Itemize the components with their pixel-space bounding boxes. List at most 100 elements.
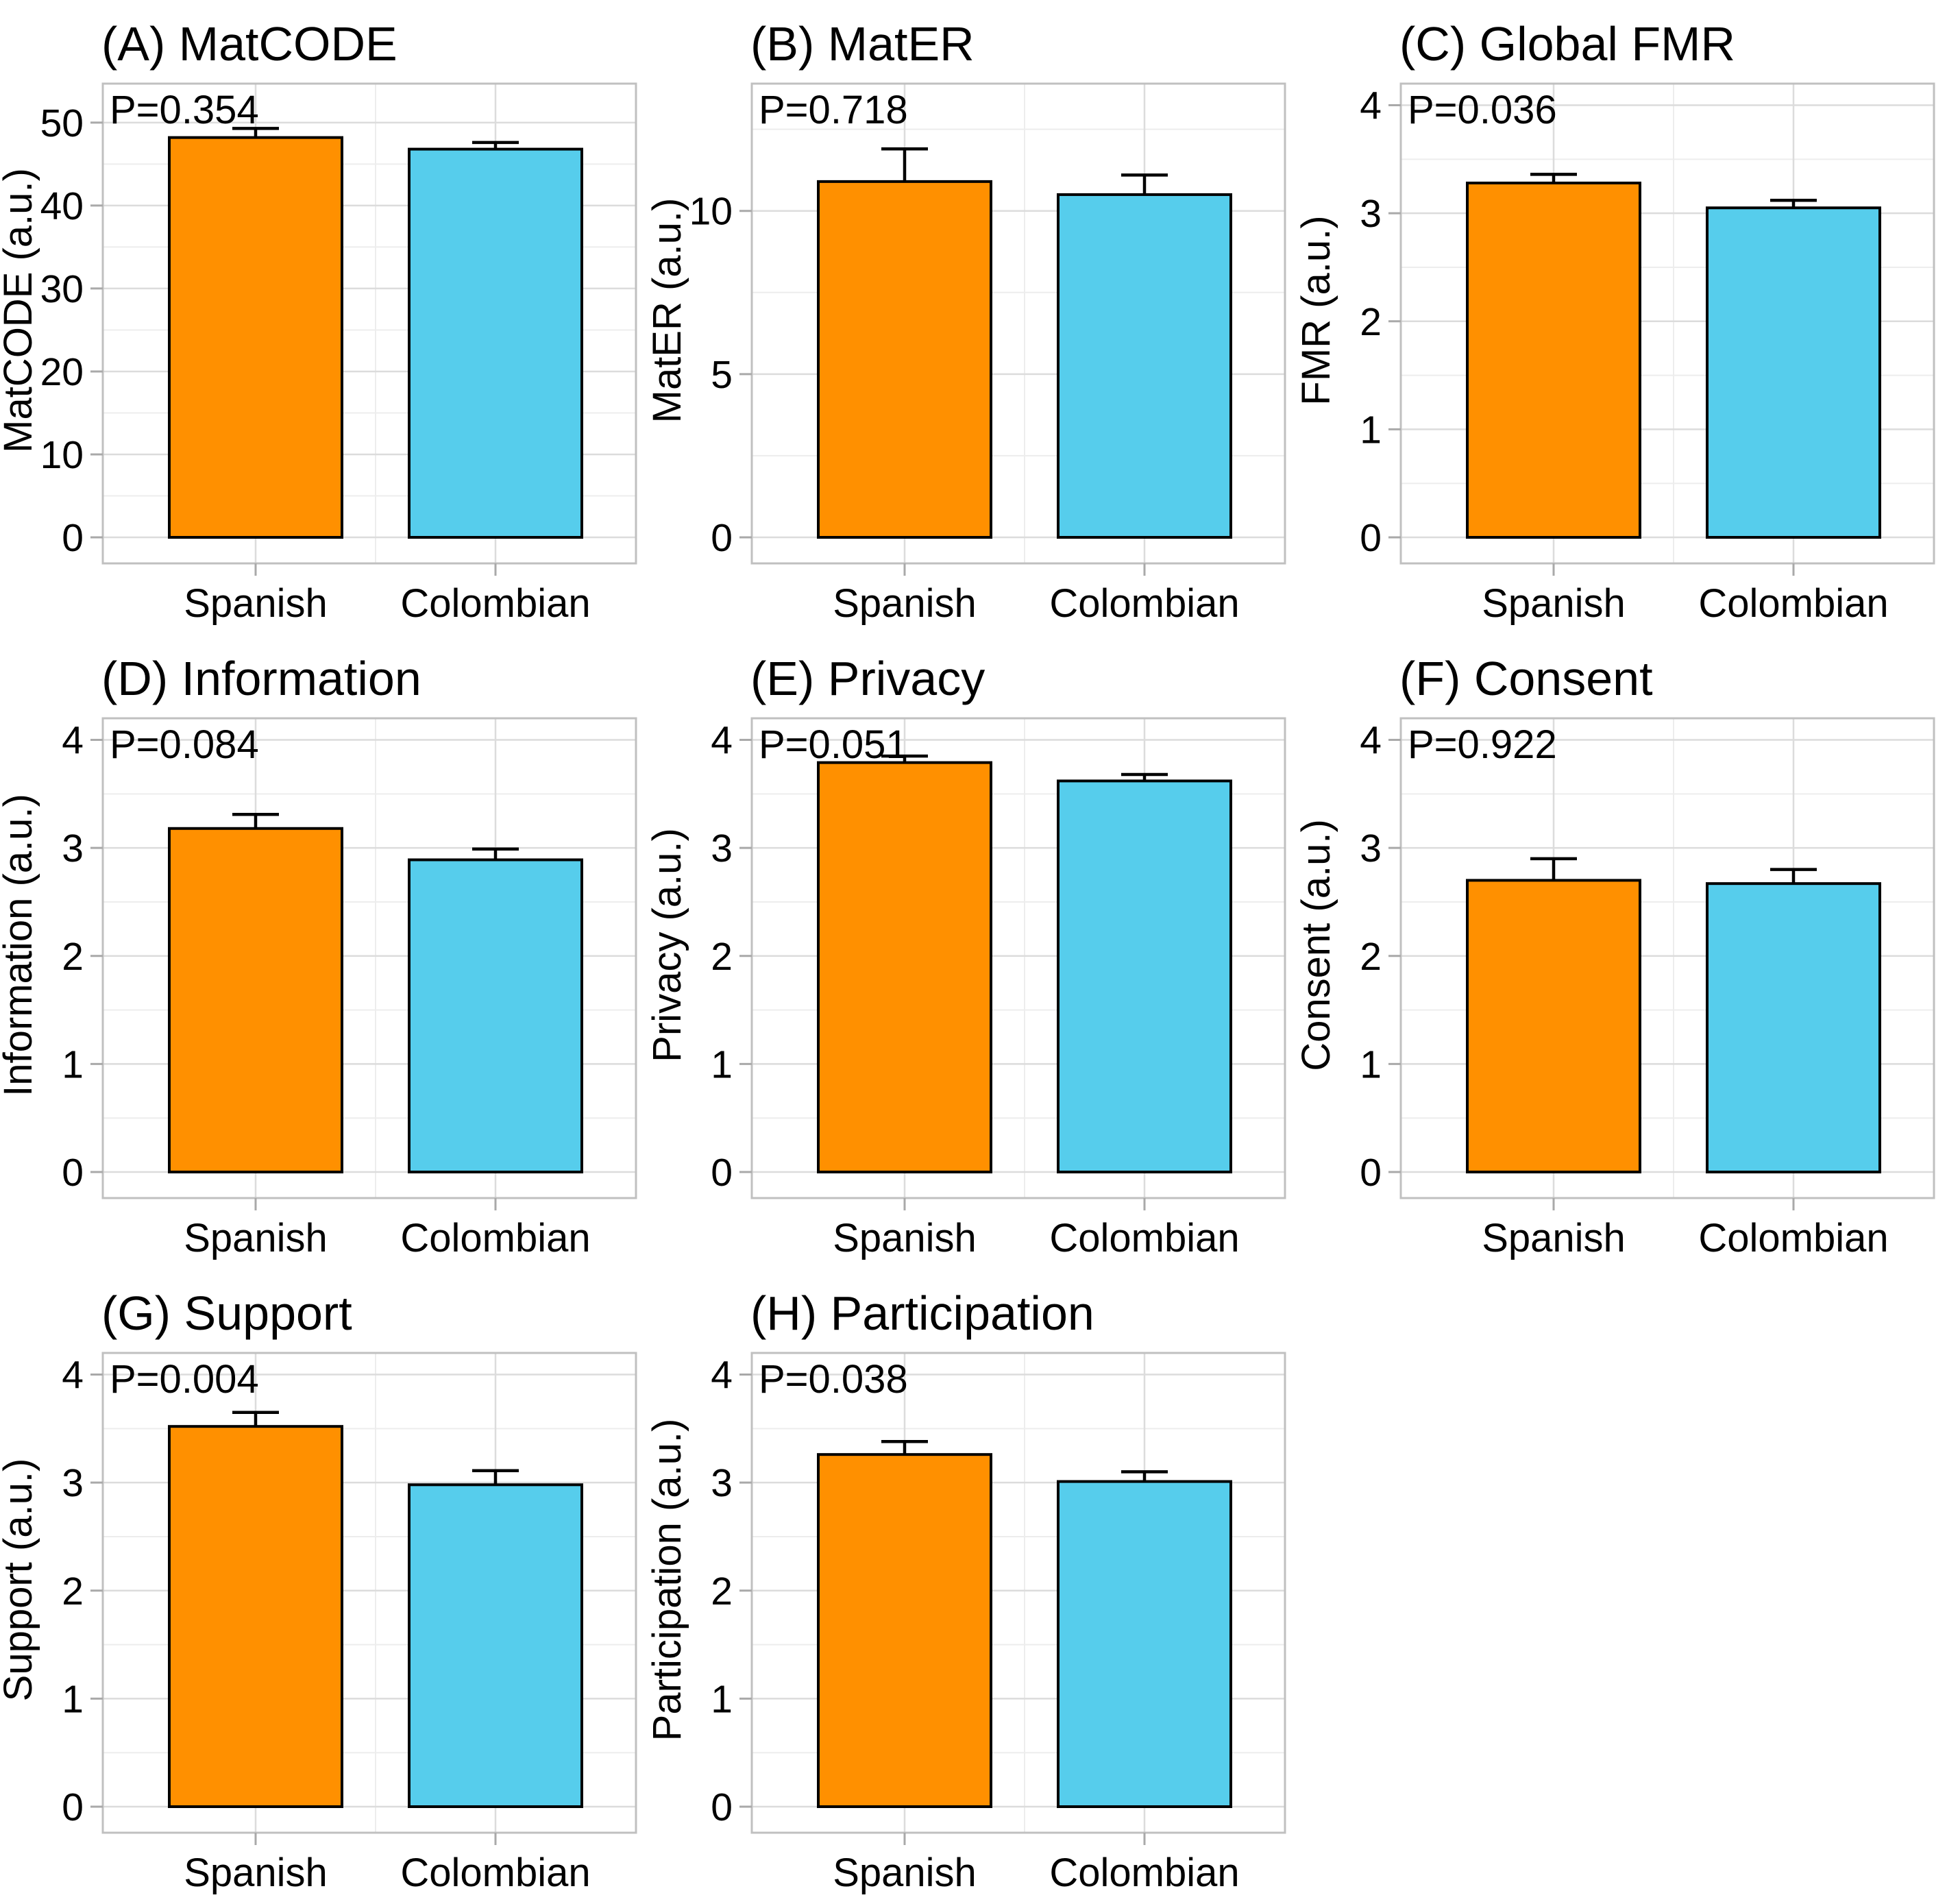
- panel-border: [101, 82, 637, 565]
- y-tick-label: 3: [1360, 827, 1382, 870]
- chart-panel-A: (A) MatCODE 0 10 20 30 40 50 Spanish Colombian Ma…: [0, 0, 649, 635]
- y-tick-label: 0: [711, 1151, 733, 1195]
- y-tick-label: 1: [1360, 1042, 1382, 1086]
- panel-border: [101, 1352, 637, 1834]
- x-category-label: Spanish: [1482, 1216, 1626, 1260]
- y-axis-title: Privacy (a.u.): [649, 828, 689, 1062]
- p-value-annotation: P=0.051: [759, 722, 908, 767]
- bar-chart-A: 0 10 20 30 40 50 Spanish Colombian MatCODE (a.u.…: [0, 82, 637, 626]
- y-tick-label: 0: [62, 1151, 84, 1195]
- bar-colombian: [1706, 206, 1881, 539]
- y-tick-label: 1: [1360, 408, 1382, 452]
- panel-border: [101, 717, 637, 1199]
- y-tick-label: 2: [62, 935, 84, 979]
- panel-border: [750, 1352, 1286, 1834]
- y-tick-label: 4: [711, 1354, 733, 1398]
- p-value-annotation: P=0.718: [759, 88, 908, 132]
- bar-chart-F: 0 1 2 3 4 Spanish Colombian Consent (a.u.) P=0.9…: [1298, 717, 1935, 1260]
- y-tick-label: 5: [711, 353, 733, 397]
- y-axis-title: Support (a.u.): [0, 1458, 40, 1702]
- x-category-label: Colombian: [1698, 581, 1888, 626]
- bar-colombian: [408, 858, 583, 1173]
- y-tick-label: 0: [62, 516, 84, 560]
- y-tick-label: 0: [62, 1785, 84, 1829]
- y-tick-label: 4: [711, 719, 733, 763]
- y-tick-label: 3: [1360, 192, 1382, 236]
- panel-border: [1399, 717, 1935, 1199]
- bar-colombian: [1057, 1480, 1232, 1808]
- bar-colombian: [408, 147, 583, 539]
- p-value-annotation: P=0.004: [110, 1357, 259, 1402]
- y-axis-title: MatER (a.u.): [649, 198, 689, 424]
- x-category-label: Colombian: [400, 1851, 590, 1895]
- bar-spanish: [168, 827, 343, 1173]
- bar-chart-C: 0 1 2 3 4 Spanish Colombian FMR (a.u.) P=0.036: [1298, 82, 1935, 626]
- panel-border: [750, 82, 1286, 565]
- y-tick-label: 3: [711, 827, 733, 870]
- y-tick-label: 0: [1360, 1151, 1382, 1195]
- x-category-label: Spanish: [833, 1216, 977, 1260]
- y-tick-label: 4: [1360, 84, 1382, 128]
- bar-spanish: [817, 180, 992, 539]
- y-tick-label: 0: [711, 516, 733, 560]
- p-value-annotation: P=0.038: [759, 1357, 908, 1402]
- y-tick-label: 20: [40, 350, 84, 394]
- y-tick-label: 2: [711, 935, 733, 979]
- bar-colombian: [1057, 193, 1232, 539]
- x-category-label: Spanish: [1482, 581, 1626, 626]
- bar-chart-B: 0 5 10 Spanish Colombian MatER (a.u.) P=0.718: [649, 82, 1286, 626]
- y-tick-label: 40: [40, 184, 84, 228]
- panel-title: (C) Global FMR: [1399, 17, 1736, 71]
- x-category-label: Colombian: [1049, 581, 1239, 626]
- y-tick-label: 1: [711, 1042, 733, 1086]
- y-tick-label: 4: [62, 1354, 84, 1398]
- x-category-label: Spanish: [184, 1216, 328, 1260]
- y-tick-label: 1: [711, 1677, 733, 1721]
- chart-panel-D: (D) Information 0 1 2 3 4 Spanish Colombian Info…: [0, 635, 649, 1269]
- panel-title: (G) Support: [101, 1286, 352, 1340]
- x-category-label: Spanish: [184, 581, 328, 626]
- panel-border: [1399, 82, 1935, 565]
- y-axis-title: Information (a.u.): [0, 794, 40, 1097]
- chart-panel-E: (E) Privacy 0 1 2 3 4 Spanish Colombian Privacy …: [649, 635, 1298, 1269]
- panel-title: (F) Consent: [1399, 652, 1653, 705]
- y-tick-label: 2: [711, 1570, 733, 1613]
- x-category-label: Colombian: [1698, 1216, 1888, 1260]
- y-tick-label: 2: [1360, 300, 1382, 344]
- p-value-annotation: P=0.922: [1408, 722, 1557, 767]
- chart-panel-C: (C) Global FMR 0 1 2 3 4 Spanish Colombian FMR (…: [1298, 0, 1947, 635]
- y-tick-label: 1: [62, 1042, 84, 1086]
- x-category-label: Colombian: [1049, 1851, 1239, 1895]
- y-axis-title: MatCODE (a.u.): [0, 168, 40, 453]
- bar-chart-H: 0 1 2 3 4 Spanish Colombian Participation (a.u.…: [649, 1352, 1286, 1895]
- bar-spanish: [1466, 879, 1641, 1173]
- bar-spanish: [817, 761, 992, 1174]
- bar-colombian: [408, 1483, 583, 1808]
- chart-panel-G: (G) Support 0 1 2 3 4 Spanish Colombian Support …: [0, 1269, 649, 1904]
- panel-title: (A) MatCODE: [101, 17, 397, 71]
- y-tick-label: 3: [62, 1461, 84, 1505]
- bar-spanish: [817, 1453, 992, 1808]
- bar-colombian: [1057, 779, 1232, 1173]
- y-tick-label: 2: [62, 1570, 84, 1613]
- bar-chart-E: 0 1 2 3 4 Spanish Colombian Privacy (a.u.) P=0.0…: [649, 717, 1286, 1260]
- x-category-label: Spanish: [833, 581, 977, 626]
- y-tick-label: 4: [1360, 719, 1382, 763]
- panel-border: [750, 717, 1286, 1199]
- y-axis-title: FMR (a.u.): [1298, 215, 1338, 405]
- y-tick-label: 30: [40, 267, 84, 311]
- y-axis-title: Participation (a.u.): [649, 1419, 689, 1742]
- bar-spanish: [168, 1425, 343, 1808]
- panel-title: (B) MatER: [750, 17, 975, 71]
- x-category-label: Colombian: [1049, 1216, 1239, 1260]
- y-tick-label: 1: [62, 1677, 84, 1721]
- bar-chart-G: 0 1 2 3 4 Spanish Colombian Support (a.u.) P=0.0…: [0, 1352, 637, 1895]
- p-value-annotation: P=0.084: [110, 722, 259, 767]
- x-category-label: Colombian: [400, 581, 590, 626]
- panel-title: (D) Information: [101, 652, 421, 705]
- y-tick-label: 3: [711, 1461, 733, 1505]
- chart-panel-B: (B) MatER 0 5 10 Spanish Colombian MatER (a.u.…: [649, 0, 1298, 635]
- bar-spanish: [168, 136, 343, 539]
- y-tick-label: 0: [711, 1785, 733, 1829]
